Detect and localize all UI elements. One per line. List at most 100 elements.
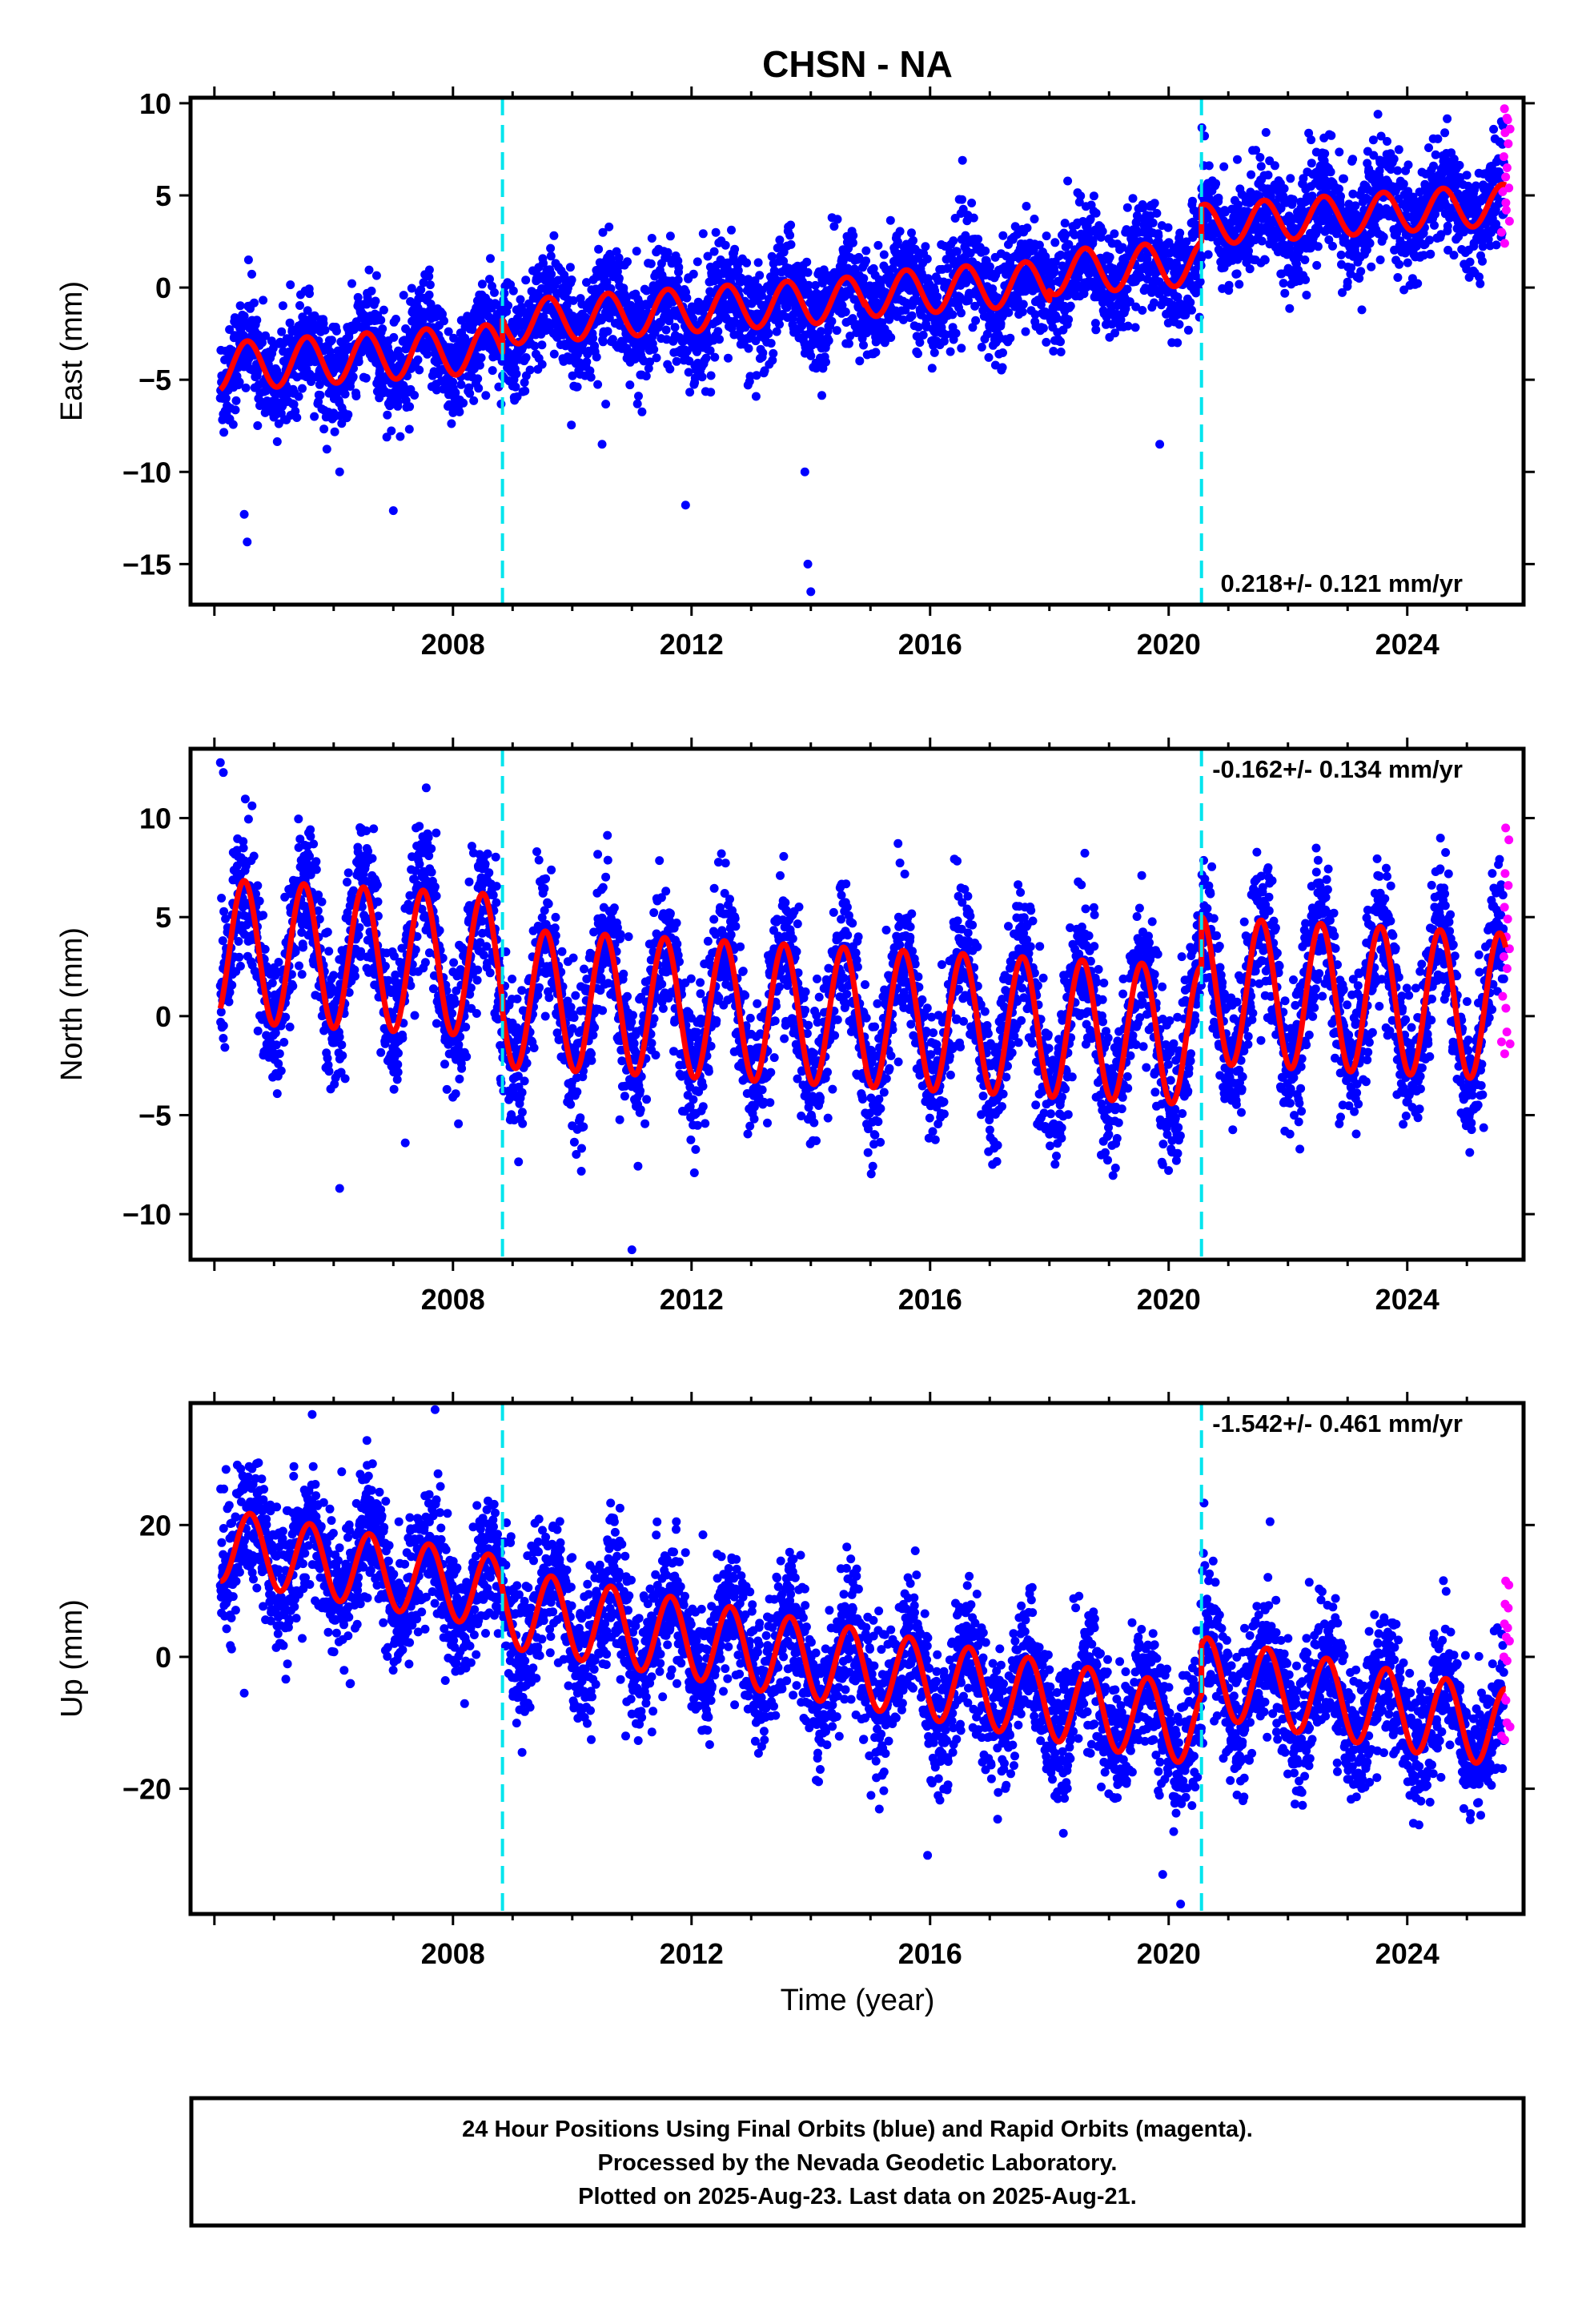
- point: [1076, 191, 1086, 201]
- point: [1424, 143, 1433, 152]
- point: [604, 222, 614, 231]
- rapid-point: [1504, 139, 1513, 149]
- point: [742, 258, 752, 267]
- point: [1395, 259, 1404, 269]
- point: [1394, 145, 1403, 155]
- point: [981, 246, 990, 255]
- point: [859, 340, 868, 350]
- point: [632, 399, 642, 408]
- outlier-point: [806, 587, 816, 597]
- point: [383, 410, 392, 420]
- point: [849, 231, 858, 240]
- point: [231, 405, 240, 415]
- point: [1256, 162, 1266, 171]
- y-tick-label: −15: [122, 548, 171, 581]
- point: [361, 373, 371, 383]
- point: [957, 344, 966, 353]
- point: [521, 275, 531, 285]
- x-tick-label: 2020: [1137, 628, 1201, 661]
- point: [886, 333, 896, 342]
- point: [601, 400, 611, 409]
- point: [1066, 301, 1075, 311]
- point: [1122, 203, 1132, 212]
- point: [259, 296, 268, 305]
- point: [711, 227, 721, 237]
- point: [449, 333, 459, 343]
- point: [593, 380, 603, 389]
- point: [239, 312, 249, 321]
- point: [744, 344, 753, 353]
- point: [1476, 279, 1485, 288]
- point: [730, 244, 740, 254]
- point: [709, 247, 719, 256]
- point: [218, 936, 227, 946]
- point: [379, 305, 388, 315]
- point: [465, 388, 475, 398]
- point: [1357, 305, 1367, 315]
- point: [1367, 262, 1376, 271]
- y-tick-label: −5: [139, 364, 171, 396]
- point: [1188, 196, 1197, 206]
- point: [958, 195, 966, 204]
- point: [219, 907, 229, 916]
- point: [224, 997, 234, 1007]
- point: [432, 385, 441, 395]
- point: [1018, 300, 1028, 309]
- point: [1389, 155, 1399, 163]
- point: [623, 257, 632, 267]
- point: [319, 424, 329, 434]
- point: [227, 980, 237, 990]
- point: [424, 271, 434, 281]
- point: [665, 231, 675, 241]
- point: [673, 275, 683, 284]
- point: [413, 355, 423, 364]
- outlier-point: [388, 506, 398, 516]
- point: [455, 407, 464, 416]
- point: [733, 266, 743, 275]
- point: [706, 371, 716, 380]
- point: [1042, 231, 1051, 241]
- point: [410, 391, 420, 400]
- point: [1091, 208, 1101, 218]
- point: [388, 353, 398, 363]
- point: [253, 421, 263, 430]
- point: [827, 316, 837, 326]
- point: [1455, 160, 1464, 170]
- point: [922, 254, 932, 263]
- point: [235, 961, 245, 971]
- point: [565, 263, 575, 272]
- point: [354, 357, 363, 367]
- point: [1313, 242, 1323, 251]
- point: [537, 283, 546, 293]
- x-tick-label: 2008: [421, 628, 485, 661]
- point: [998, 363, 1007, 372]
- point: [424, 265, 434, 275]
- point: [1489, 124, 1499, 134]
- point: [227, 346, 237, 356]
- point: [343, 410, 353, 420]
- point: [438, 309, 447, 319]
- point: [1279, 184, 1289, 193]
- point: [525, 365, 535, 375]
- point: [319, 319, 328, 328]
- point: [1150, 199, 1159, 208]
- point: [1335, 147, 1344, 157]
- point: [425, 280, 435, 290]
- point: [1393, 273, 1403, 282]
- point: [1233, 155, 1242, 164]
- point: [348, 372, 358, 381]
- point: [1064, 315, 1074, 324]
- point: [225, 325, 235, 334]
- point: [861, 246, 871, 255]
- rapid-point: [1501, 205, 1511, 215]
- rapid-point: [1502, 113, 1512, 123]
- point: [240, 794, 250, 804]
- point: [277, 327, 287, 336]
- point: [895, 227, 905, 236]
- point: [724, 353, 733, 363]
- point: [258, 338, 267, 348]
- point: [320, 325, 330, 335]
- point: [508, 286, 518, 296]
- point: [1063, 176, 1073, 186]
- point: [286, 280, 295, 290]
